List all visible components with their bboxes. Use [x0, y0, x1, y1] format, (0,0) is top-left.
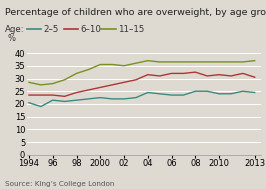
- Text: Percentage of children who are overweight, by age group: Percentage of children who are overweigh…: [5, 8, 266, 17]
- Text: 6–10: 6–10: [80, 25, 101, 34]
- Text: Source: King’s College London: Source: King’s College London: [5, 181, 115, 187]
- Text: 11–15: 11–15: [118, 25, 144, 34]
- Text: Age:: Age:: [5, 25, 25, 34]
- Text: 2–5: 2–5: [43, 25, 59, 34]
- Text: %: %: [8, 34, 16, 43]
